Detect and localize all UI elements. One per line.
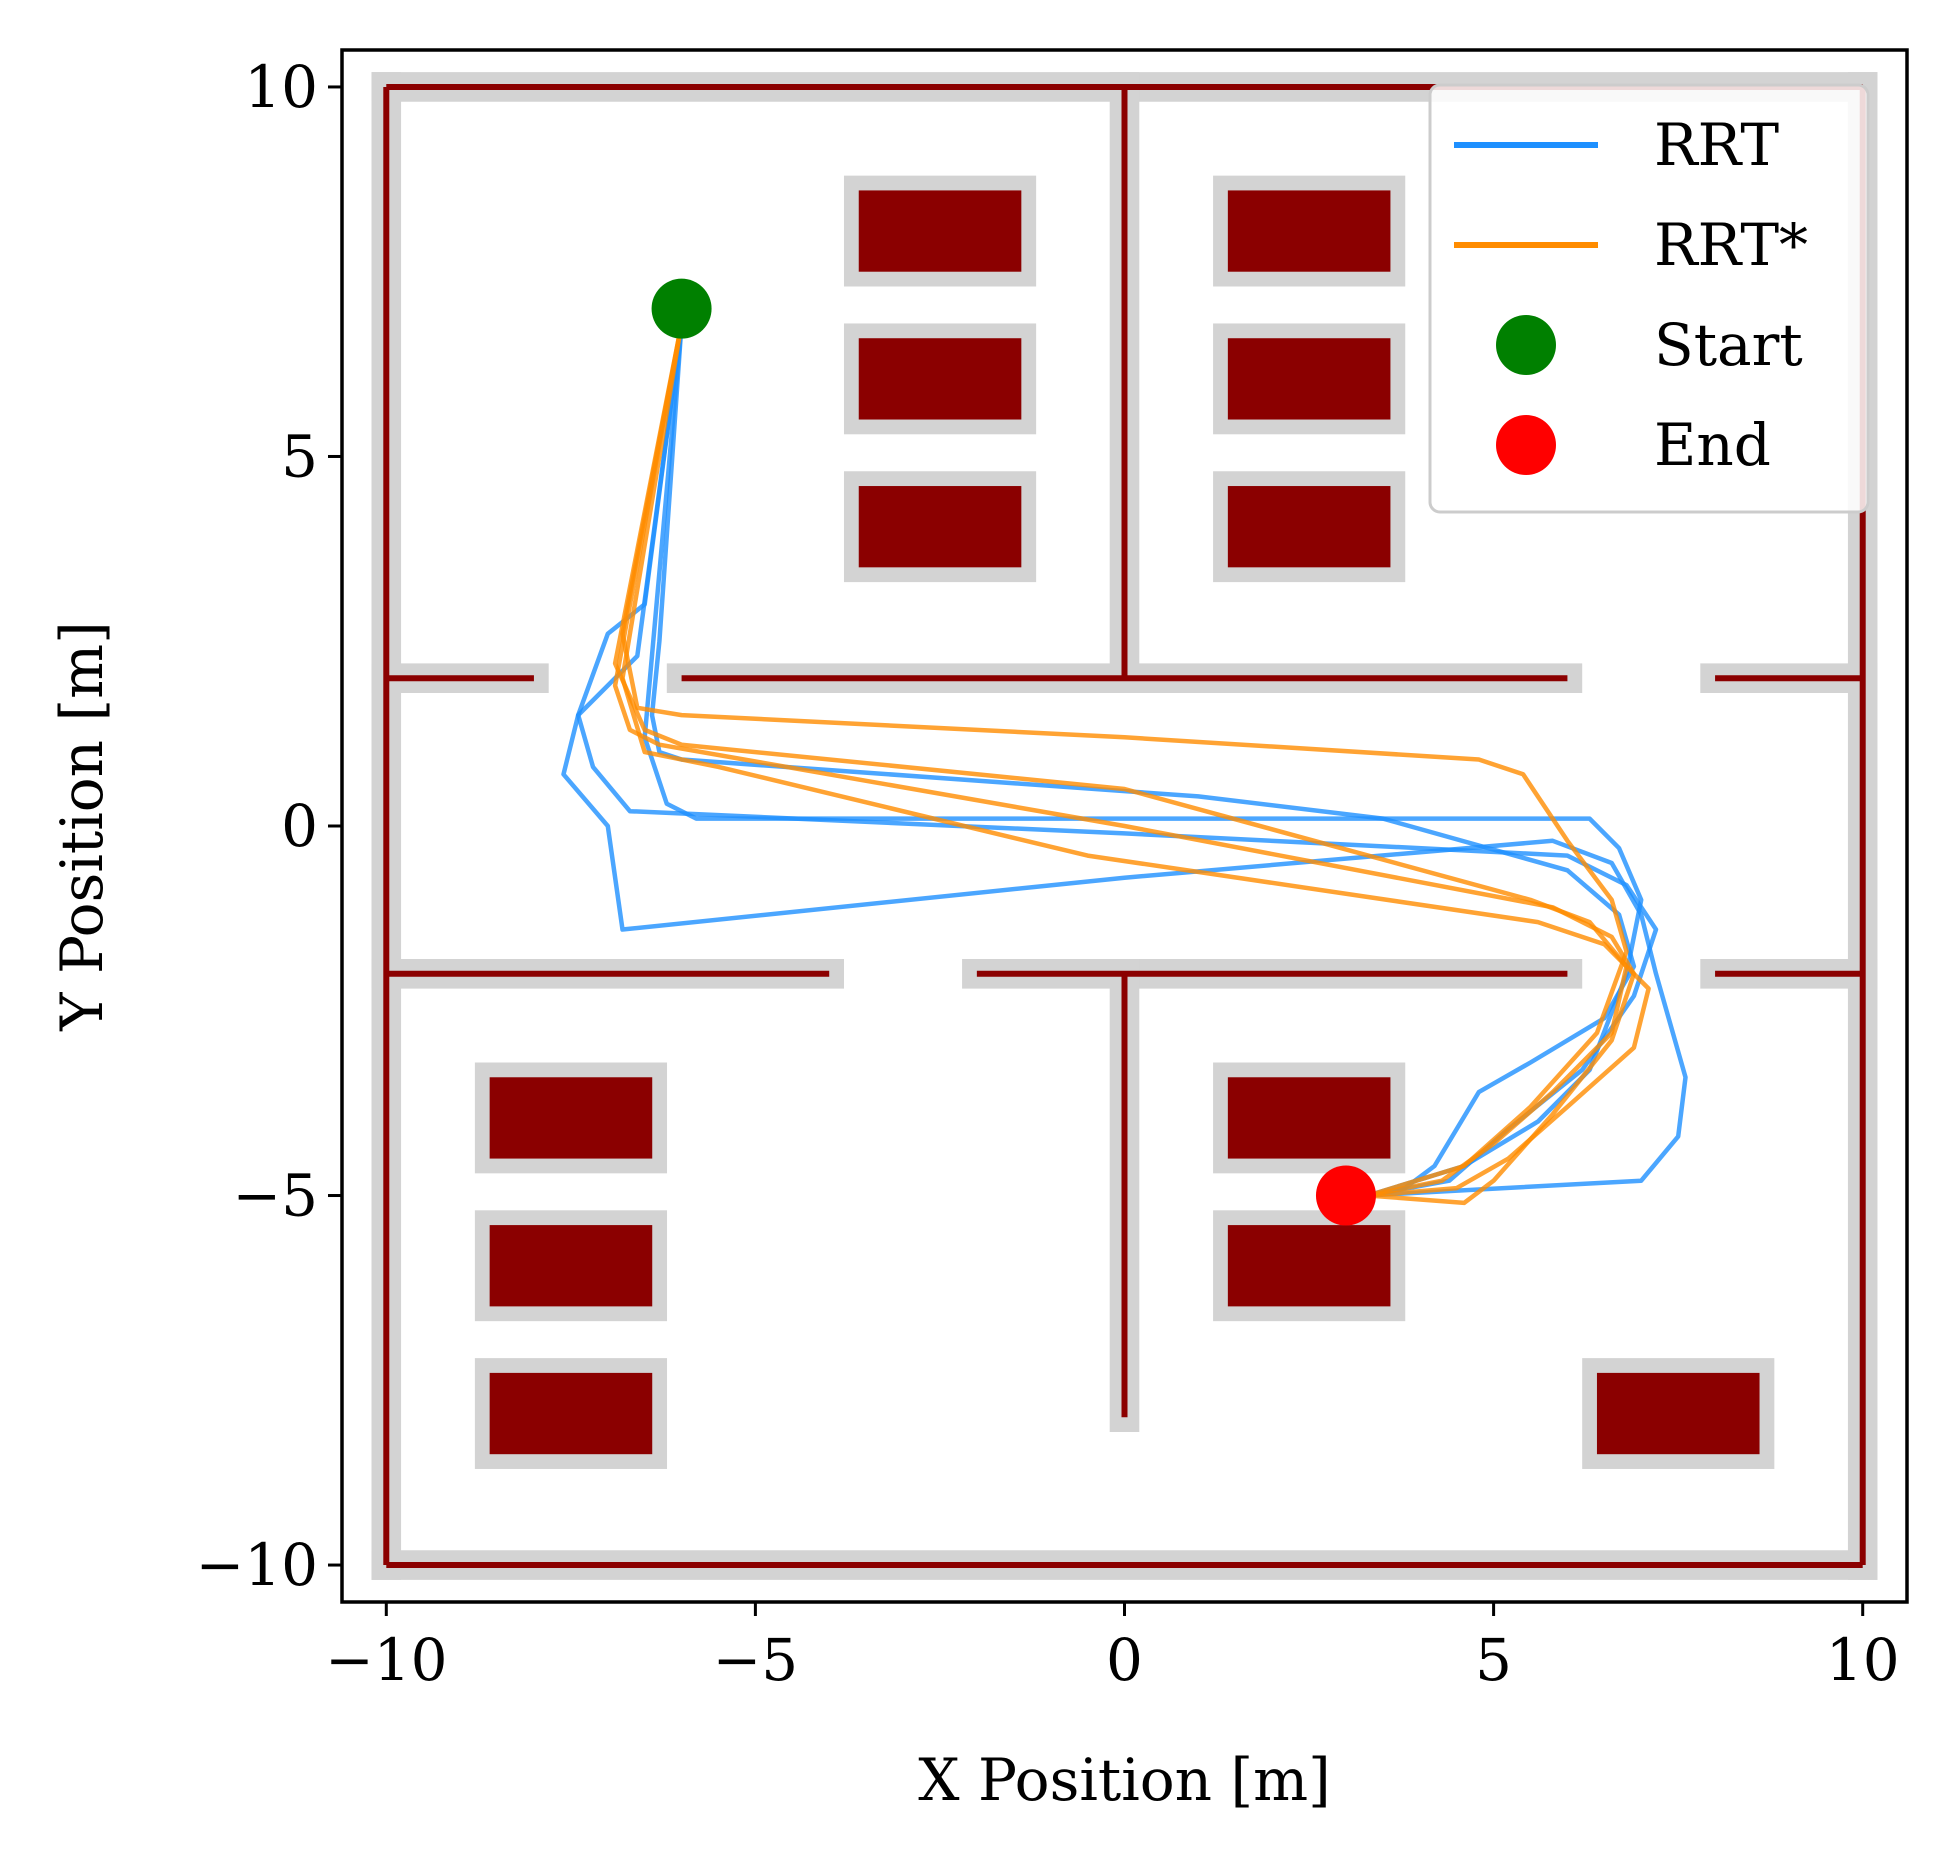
obstacle <box>858 338 1022 420</box>
x-tick-label: 5 <box>1475 1626 1512 1694</box>
series-layer <box>561 321 1688 1206</box>
rrt-path-2 <box>561 321 1688 1198</box>
x-tick-label: 0 <box>1106 1626 1143 1694</box>
x-tick-label: −5 <box>713 1626 799 1694</box>
obstacle <box>1227 1225 1391 1307</box>
obstacle <box>489 1225 653 1307</box>
rrt-star-path-5 <box>612 321 1629 1198</box>
legend-swatch-2 <box>1496 315 1556 375</box>
wall-layer <box>383 83 1866 1569</box>
x-axis-title: X Position [m] <box>918 1746 1330 1814</box>
legend-swatch-3 <box>1496 415 1556 475</box>
rrt-star-path-4 <box>620 321 1629 1198</box>
obstacle <box>1227 486 1391 568</box>
x-tick-label: 10 <box>1826 1626 1900 1694</box>
legend-label-2: Start <box>1654 311 1803 379</box>
axes-layer: −10 −5 0 5 10 −10 −5 0 5 10 <box>196 48 1909 1694</box>
rrt-star-path-6 <box>620 321 1651 1198</box>
legend-box <box>1428 83 1870 514</box>
y-tick-label: 10 <box>244 53 318 121</box>
obstacle <box>1227 338 1391 420</box>
obstacle <box>489 1077 653 1159</box>
y-tick-label: 5 <box>281 422 318 490</box>
rrt-star-path-7 <box>612 321 1637 1206</box>
obstacle <box>858 190 1022 272</box>
y-axis-title: Y Position [m] <box>48 621 116 1031</box>
legend-label-0: RRT <box>1654 111 1779 179</box>
y-tick-label: −5 <box>233 1162 319 1230</box>
y-tick-label: −10 <box>196 1531 318 1599</box>
legend-label-1: RRT* <box>1654 211 1808 279</box>
legend-label-3: End <box>1654 411 1771 479</box>
obstacle <box>858 486 1022 568</box>
obstacle <box>1227 190 1391 272</box>
rrt-path-0 <box>649 321 1637 1198</box>
obstacle <box>489 1372 653 1455</box>
y-tick-label: 0 <box>281 792 318 860</box>
x-tick-label: −10 <box>325 1626 447 1694</box>
end-marker <box>1315 1165 1376 1226</box>
obstacle <box>1596 1372 1760 1455</box>
obstacle <box>1227 1077 1391 1159</box>
start-marker <box>651 278 712 339</box>
rrt-path-3 <box>642 321 1644 1198</box>
obstacle-layer <box>489 190 1760 1455</box>
marker-layer <box>651 278 1376 1226</box>
legend: RRT RRT* Start End <box>1428 83 1870 514</box>
